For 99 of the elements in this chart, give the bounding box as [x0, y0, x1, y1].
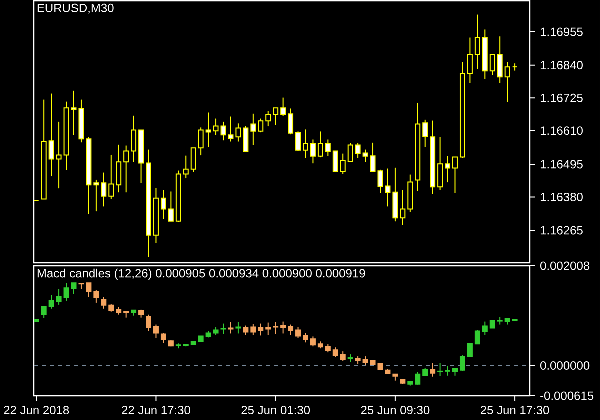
candlestick: [280, 321, 286, 334]
candlestick: [213, 118, 219, 136]
x-tick-label: 25 Jun 09:30: [361, 406, 430, 415]
candlestick: [101, 296, 107, 310]
candlestick: [64, 282, 70, 302]
candlestick: [504, 62, 510, 103]
candlestick: [385, 168, 391, 208]
candlestick: [325, 139, 331, 157]
x-tick-label: 25 Jun 01:30: [242, 406, 310, 415]
candlestick: [243, 325, 249, 336]
y-tick-label: 1.16840: [540, 61, 583, 70]
candlestick: [332, 347, 338, 358]
candlestick: [258, 118, 264, 134]
y-tick-label: 0.002008: [540, 262, 590, 270]
candlestick: [497, 36, 503, 84]
candlestick: [153, 324, 159, 339]
candlestick: [438, 136, 444, 191]
candlestick: [168, 191, 174, 222]
candlestick: [280, 97, 286, 117]
candlestick: [303, 332, 308, 344]
candlestick: [445, 156, 451, 184]
candlestick: [490, 54, 496, 76]
candlestick: [445, 365, 451, 376]
candlestick: [94, 179, 100, 212]
candlestick: [288, 324, 294, 336]
candlestick: [71, 90, 77, 136]
candlestick: [430, 362, 436, 378]
candlestick: [273, 108, 279, 126]
candlestick: [116, 144, 122, 194]
candlestick: [340, 153, 346, 176]
candlestick: [512, 63, 518, 72]
candlestick: [266, 110, 272, 128]
candlestick: [370, 142, 376, 173]
candlestick: [288, 108, 294, 136]
candlestick: [318, 131, 324, 158]
candlestick: [94, 290, 100, 304]
candlestick: [348, 142, 354, 162]
candlestick: [206, 112, 212, 148]
candlestick: [296, 131, 302, 152]
candlestick: [438, 362, 444, 377]
candlestick: [108, 154, 114, 200]
x-tick-label: 25 Jun 17:30: [480, 406, 550, 415]
candlestick: [332, 150, 338, 172]
candlestick: [474, 330, 480, 345]
candlestick: [41, 306, 47, 319]
candlestick: [474, 14, 480, 70]
candlestick: [124, 145, 130, 194]
candlestick: [56, 288, 62, 306]
y-tick-label: 1.16610: [540, 126, 583, 136]
candlestick: [160, 190, 166, 220]
y-tick-label: 1.16265: [540, 226, 583, 235]
candlestick: [296, 326, 302, 339]
candlestick: [183, 155, 189, 180]
y-tick-label: 1.16380: [540, 192, 583, 202]
candlestick: [258, 323, 264, 336]
y-tick-label: 1.16495: [540, 160, 583, 169]
candlestick: [467, 343, 473, 358]
y-tick-label: 1.16725: [540, 94, 583, 102]
chart-title: Macd candles (12,26) 0.000905 0.000934 0.000900 0.000919: [38, 268, 366, 280]
y-tick-label: 0.000000: [540, 361, 590, 370]
candlestick: [415, 372, 421, 386]
candlestick: [460, 355, 466, 372]
candlestick: [310, 139, 316, 164]
candlestick: [452, 156, 458, 194]
candlestick: [236, 322, 242, 334]
x-tick-label: 22 Jun 2018: [4, 406, 70, 415]
candlestick: [250, 324, 256, 336]
candlestick: [303, 129, 308, 159]
candlestick: [228, 322, 234, 334]
candlestick: [422, 119, 428, 148]
chart-title: EURUSD,M30: [38, 4, 114, 14]
candlestick: [220, 323, 226, 335]
candlestick: [101, 172, 107, 208]
candlestick: [48, 93, 54, 178]
candlestick: [71, 282, 77, 295]
candlestick: [400, 190, 406, 226]
candlestick: [160, 332, 166, 344]
candlestick: [198, 127, 204, 156]
candlestick: [250, 113, 256, 146]
candlestick: [236, 123, 242, 142]
candlestick: [310, 336, 316, 348]
candlestick: [190, 148, 196, 173]
candlestick: [48, 294, 54, 310]
candlestick: [243, 126, 249, 152]
y-tick-label: -0.000615: [540, 392, 594, 400]
candlestick: [273, 322, 279, 335]
candlestick: [482, 321, 488, 336]
candlestick: [340, 351, 346, 362]
candlestick: [86, 282, 92, 298]
candlestick: [467, 37, 473, 84]
candlestick: [266, 322, 272, 336]
x-tick-label: 22 Jun 17:30: [122, 406, 190, 415]
y-tick-label: 1.16955: [540, 28, 583, 36]
candlestick: [355, 142, 361, 159]
candlestick: [56, 121, 62, 190]
candlestick: [378, 169, 384, 194]
candlestick: [362, 149, 368, 163]
candlestick: [146, 314, 152, 332]
candlestick: [131, 115, 137, 163]
